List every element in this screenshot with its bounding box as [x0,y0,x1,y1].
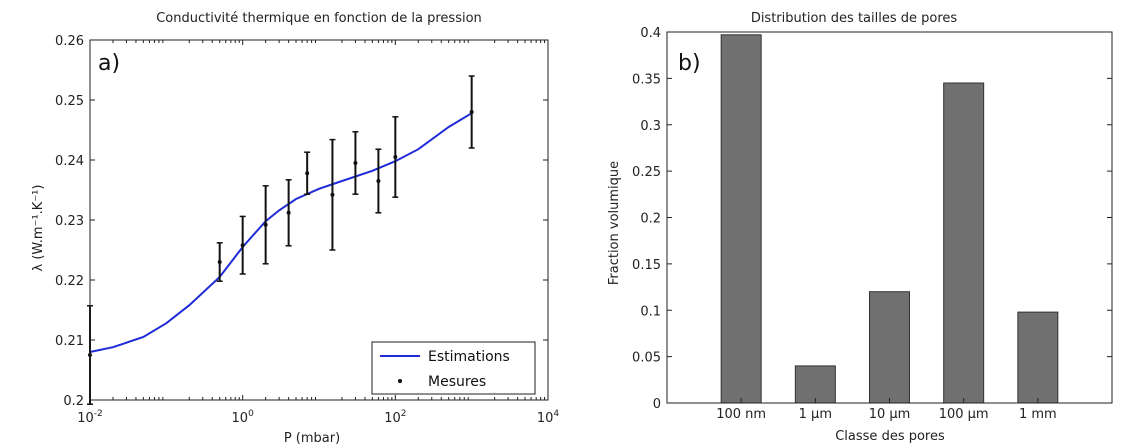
measurement-point [217,260,222,264]
chart-a-title: Conductivité thermique en fonction de la… [156,11,482,26]
y-tick-label: 0.1 [640,304,661,319]
x-tick-label: 100 nm [716,407,766,422]
chart-a-xlabel: P (mbar) [284,431,340,446]
y-tick-label: 0.22 [55,274,84,289]
chart-a-frame [89,39,549,401]
measurement-point [286,210,291,215]
legend-dot-sample [398,379,402,383]
x-tick-label: 104 [537,409,560,426]
y-tick-label: 0.26 [55,34,84,49]
bar [794,365,836,404]
measurement-point [240,243,245,248]
chart-b-xlabel: Classe des pores [835,429,945,444]
chart-a-panel-label: a) [98,51,120,76]
chart-b-title: Distribution des tailles de pores [751,11,958,26]
estimations-line [89,112,473,353]
measurement-point [330,192,335,197]
y-tick-label: 0.2 [640,212,661,227]
bar [1017,311,1059,404]
x-tick-label: 100 µm [939,407,989,422]
y-tick-label: 0.21 [55,334,84,349]
measurement-point [263,222,268,227]
legend-box [371,341,536,395]
y-tick-label: 0.35 [632,72,661,87]
x-tick-label: 10-2 [77,409,103,426]
y-tick-label: 0.23 [55,214,84,229]
measurement-point [353,161,358,165]
chart-b-ticks: 100 nm 1 µm 10 µm 100 µm 1 mm 0 0.05 0.1 0.15 0.2… [632,26,1112,422]
y-tick-label: 0.4 [640,26,661,41]
bar [869,291,910,404]
x-tick-label: 100 [232,409,255,426]
measurement-point [305,171,310,176]
chart-b-ylabel: Fraction volumique [607,161,622,285]
y-tick-label: 0.2 [63,394,84,409]
measurement-point [376,179,381,183]
y-tick-label: 0.15 [632,258,661,273]
bar [720,34,762,404]
chart-a-plot-area [87,75,475,405]
x-tick-label: 1 µm [799,407,832,422]
x-tick-label: 10 µm [869,407,911,422]
chart-b-panel-label: b) [678,51,701,76]
y-tick-label: 0.05 [632,351,661,366]
chart-b-bars [720,34,1059,404]
measurement-point [393,155,398,159]
x-tick-label: 102 [384,409,406,426]
chart-a-ylabel: λ (W.m⁻¹.K⁻¹) [31,185,46,272]
y-tick-label: 0 [653,397,661,412]
bar-chart-panel: Distribution des tailles de pores 100 nm… [607,11,1113,444]
chart-b-frame [666,31,1113,404]
legend-mesures-label: Mesures [428,374,486,390]
bar [943,82,985,404]
chart-a-legend: Estimations Mesures [371,341,536,395]
x-tick-label: 1 mm [1019,407,1057,422]
legend-estimations-label: Estimations [428,349,510,365]
line-chart-panel: Conductivité thermique en fonction de la… [31,11,559,446]
y-tick-label: 0.24 [55,154,84,169]
y-tick-label: 0.25 [55,94,84,109]
y-tick-label: 0.25 [632,165,661,180]
measurement-point [469,110,474,114]
y-tick-label: 0.3 [640,119,661,134]
